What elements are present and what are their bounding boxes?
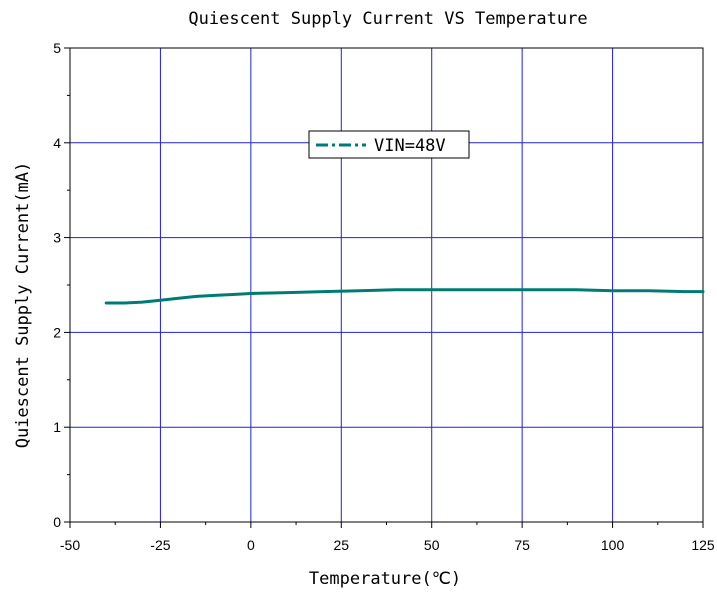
- x-tick-label: 50: [424, 537, 440, 553]
- legend-box: [308, 130, 470, 159]
- plot-frame: [69, 47, 704, 523]
- legend-label: VIN=48V: [374, 136, 446, 156]
- series-group: [104, 288, 705, 305]
- y-tick-labels: 0 1 2 3 4 5: [53, 40, 61, 530]
- x-axis-label: Temperature(℃): [309, 569, 461, 589]
- y-tick-label: 5: [53, 40, 61, 56]
- y-tick-label: 2: [53, 324, 61, 340]
- y-axis-label: Quiescent Supply Current(mA): [13, 162, 33, 449]
- y-tick-label: 1: [53, 419, 61, 435]
- chart-title: Quiescent Supply Current VS Temperature: [188, 9, 587, 29]
- series-line: [104, 288, 705, 305]
- grid: [70, 48, 703, 522]
- legend: VIN=48V: [308, 130, 470, 159]
- x-tick-label: 125: [691, 537, 715, 553]
- x-tick-label: 100: [601, 537, 625, 553]
- x-tick-label: 75: [514, 537, 530, 553]
- y-tick-label: 3: [53, 230, 61, 246]
- y-tick-label: 0: [53, 514, 61, 530]
- x-tick-label: -50: [60, 537, 80, 553]
- x-tick-label: 25: [333, 537, 349, 553]
- x-tick-labels: -50 -25 0 25 50 75 100 125: [60, 537, 715, 553]
- y-tick-label: 4: [53, 135, 61, 151]
- axis-ticks: [64, 47, 704, 528]
- x-tick-label: 0: [247, 537, 255, 553]
- x-tick-label: -25: [150, 537, 170, 553]
